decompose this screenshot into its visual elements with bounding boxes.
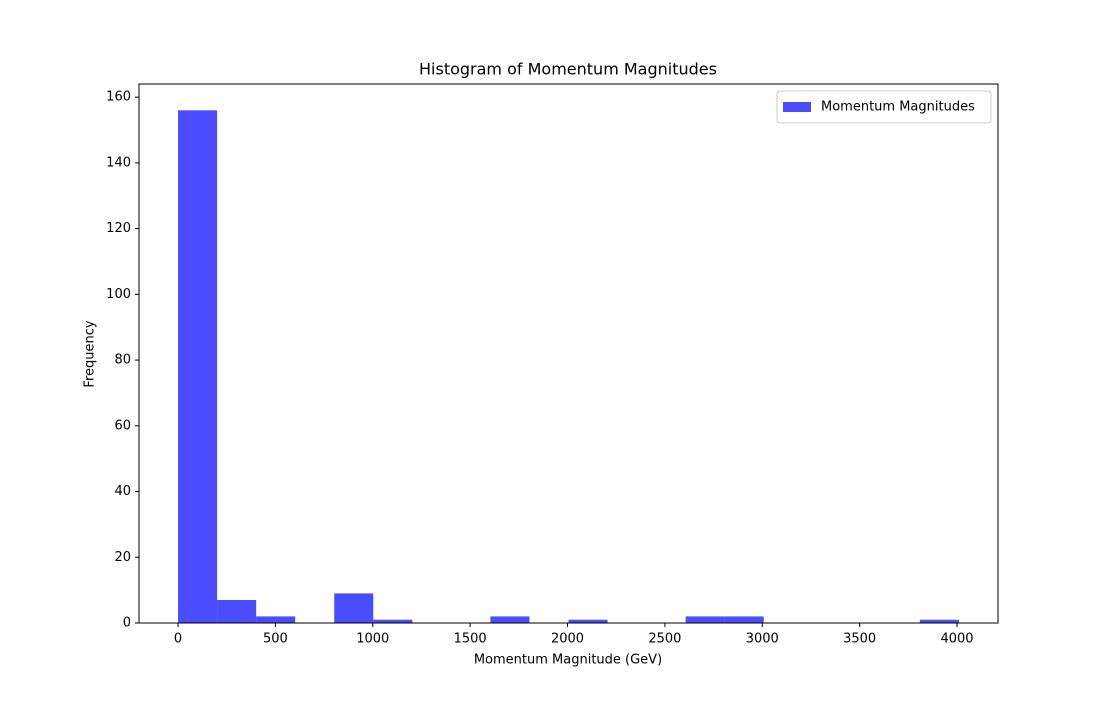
x-tick-label: 3500 [843,632,876,647]
y-tick-label: 0 [123,616,131,631]
bar [919,619,959,623]
y-tick-label: 80 [114,353,131,368]
bar [568,619,608,623]
x-tick-label: 2500 [648,632,681,647]
x-tick-label: 4000 [940,632,973,647]
y-axis-label: Frequency [83,320,98,387]
y-tick-label: 20 [114,550,131,565]
x-tick-label: 500 [263,632,288,647]
y-tick-label: 40 [114,484,131,499]
bar [256,616,296,623]
y-tick-label: 120 [106,221,131,236]
x-tick-label: 2000 [551,632,584,647]
x-axis-label: Momentum Magnitude (GeV) [474,653,662,668]
legend-box [776,90,992,124]
y-tick-label: 160 [106,90,131,105]
bar [178,110,218,624]
bar [334,593,374,623]
bar [724,616,764,623]
bar [373,619,413,623]
bar [217,599,257,623]
x-tick-label: 3000 [746,632,779,647]
axes-frame [138,83,999,624]
x-tick-label: 1500 [454,632,487,647]
x-tick-label: 1000 [356,632,389,647]
y-tick-label: 60 [114,418,131,433]
legend-swatch [783,102,811,112]
x-tick-label: 0 [174,632,182,647]
y-tick-label: 140 [106,155,131,170]
bar [490,616,530,623]
bar [685,616,725,623]
y-tick-label: 100 [106,287,131,302]
legend-label: Momentum Magnitudes [821,100,975,115]
chart-title: Histogram of Momentum Magnitudes [419,60,717,79]
